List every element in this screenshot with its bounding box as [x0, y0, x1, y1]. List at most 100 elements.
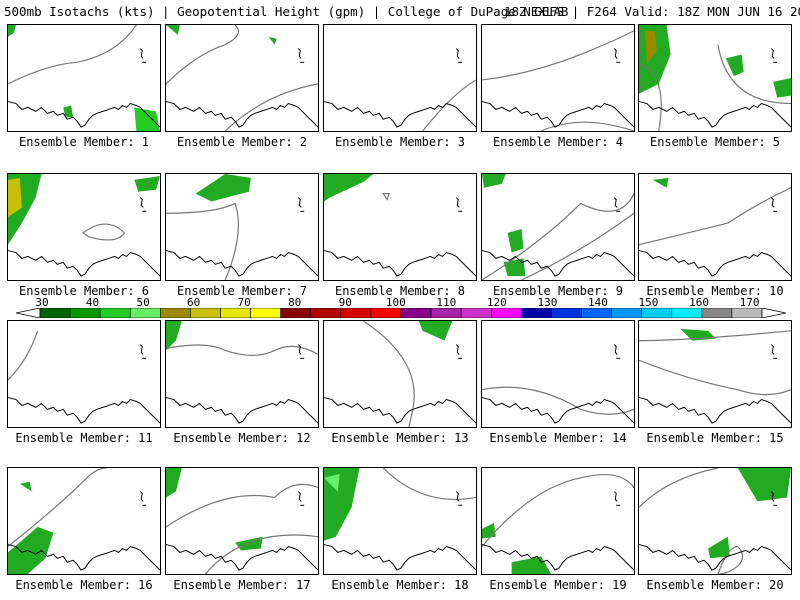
map-plot [8, 174, 160, 277]
height-contour [8, 25, 137, 85]
map-plot [166, 174, 318, 280]
isotach-shading [482, 522, 496, 539]
height-contour [8, 330, 39, 381]
colorbar-segment [190, 308, 221, 318]
ensemble-panel-8 [323, 173, 477, 281]
panel-label-15: Ensemble Member: 15 [646, 431, 784, 445]
island-outline [613, 491, 618, 502]
ensemble-panel-5 [638, 24, 792, 132]
height-contour [8, 468, 107, 547]
panel-label-12: Ensemble Member: 12 [173, 431, 311, 445]
panel-label-4: Ensemble Member: 4 [492, 135, 624, 149]
coastline [166, 397, 318, 424]
isotach-shading [708, 536, 730, 559]
coastline [639, 101, 791, 128]
island-outline [297, 491, 302, 502]
panel-label-7: Ensemble Member: 7 [176, 284, 308, 298]
isotach-shading [8, 177, 22, 218]
isotach-shading [166, 321, 182, 351]
map-plot [166, 321, 318, 424]
height-contour [639, 63, 662, 131]
panel-label-5: Ensemble Member: 5 [649, 135, 781, 149]
map-plot [324, 48, 476, 131]
height-contour [166, 202, 239, 280]
coastline [324, 397, 476, 424]
height-contour [639, 187, 791, 246]
island-outline [770, 344, 775, 355]
height-contour [382, 193, 390, 201]
height-contour [382, 468, 476, 500]
colorbar-segment [220, 308, 251, 318]
map-plot [639, 468, 791, 574]
isotach-shading [268, 36, 277, 45]
isotach-shading [235, 536, 263, 551]
colorbar-segment [310, 308, 342, 318]
height-contour [482, 386, 634, 415]
isotach-shading [725, 54, 744, 77]
height-contour [224, 83, 318, 131]
height-contour [166, 344, 318, 356]
map-plot [482, 474, 634, 574]
colorbar-right-arrow [761, 308, 786, 318]
ensemble-panel-2 [165, 24, 319, 132]
panel-label-14: Ensemble Member: 14 [489, 431, 627, 445]
panel-label-18: Ensemble Member: 18 [331, 578, 469, 592]
isotach-shading [324, 473, 340, 492]
coastline [482, 101, 634, 128]
isotach-shading [511, 556, 552, 574]
isotach-shading [19, 481, 32, 492]
ensemble-panel-15 [638, 320, 792, 428]
coastline [8, 544, 160, 571]
island-outline [139, 48, 144, 59]
island-outline [297, 48, 302, 59]
island-outline [613, 344, 618, 355]
panel-label-9: Ensemble Member: 9 [492, 284, 624, 298]
height-contour [482, 193, 634, 280]
ensemble-panel-6 [7, 173, 161, 281]
ensemble-panel-3 [323, 24, 477, 132]
height-contour [482, 474, 634, 547]
isotach-shading [507, 228, 524, 253]
map-plot [324, 174, 476, 277]
ensemble-panel-4 [481, 24, 635, 132]
title-left: 500mb Isotachs (kts) | Geopotential Heig… [4, 4, 569, 19]
colorbar-tick-label: 40 [85, 296, 100, 309]
island-outline [139, 491, 144, 502]
isotach-shading [644, 30, 657, 65]
isotach-shading [737, 468, 791, 502]
panel-label-2: Ensemble Member: 2 [176, 135, 308, 149]
height-contour [363, 321, 415, 427]
colorbar-segment [430, 308, 462, 318]
island-outline [455, 344, 460, 355]
island-outline [455, 48, 460, 59]
colorbar-segment [400, 308, 432, 318]
coastline [324, 250, 476, 277]
colorbar-segment [490, 308, 522, 318]
island-outline [613, 48, 618, 59]
ensemble-panel-16 [7, 467, 161, 575]
ensemble-panel-18 [323, 467, 477, 575]
panel-label-10: Ensemble Member: 10 [646, 284, 784, 298]
isotach-shading [166, 25, 180, 35]
coastline [324, 544, 476, 571]
colorbar-segment [340, 308, 372, 318]
coastline [639, 397, 791, 424]
map-plot [482, 30, 634, 131]
colorbar-segment [129, 308, 161, 318]
coastline [8, 397, 160, 424]
coastline [482, 397, 634, 424]
ensemble-panel-12 [165, 320, 319, 428]
ensemble-panel-14 [481, 320, 635, 428]
isotach-shading [652, 177, 669, 188]
height-contour [205, 534, 318, 574]
panel-label-13: Ensemble Member: 13 [331, 431, 469, 445]
colorbar-tick-label: 140 [588, 296, 608, 309]
isotach-shading [166, 468, 182, 498]
isotach-shading [195, 174, 251, 202]
height-contour [639, 359, 791, 396]
island-outline [139, 344, 144, 355]
colorbar-tick-label: 100 [385, 296, 406, 309]
panel-label-17: Ensemble Member: 17 [173, 578, 311, 592]
colorbar-segment [160, 308, 191, 318]
island-outline [297, 197, 302, 208]
